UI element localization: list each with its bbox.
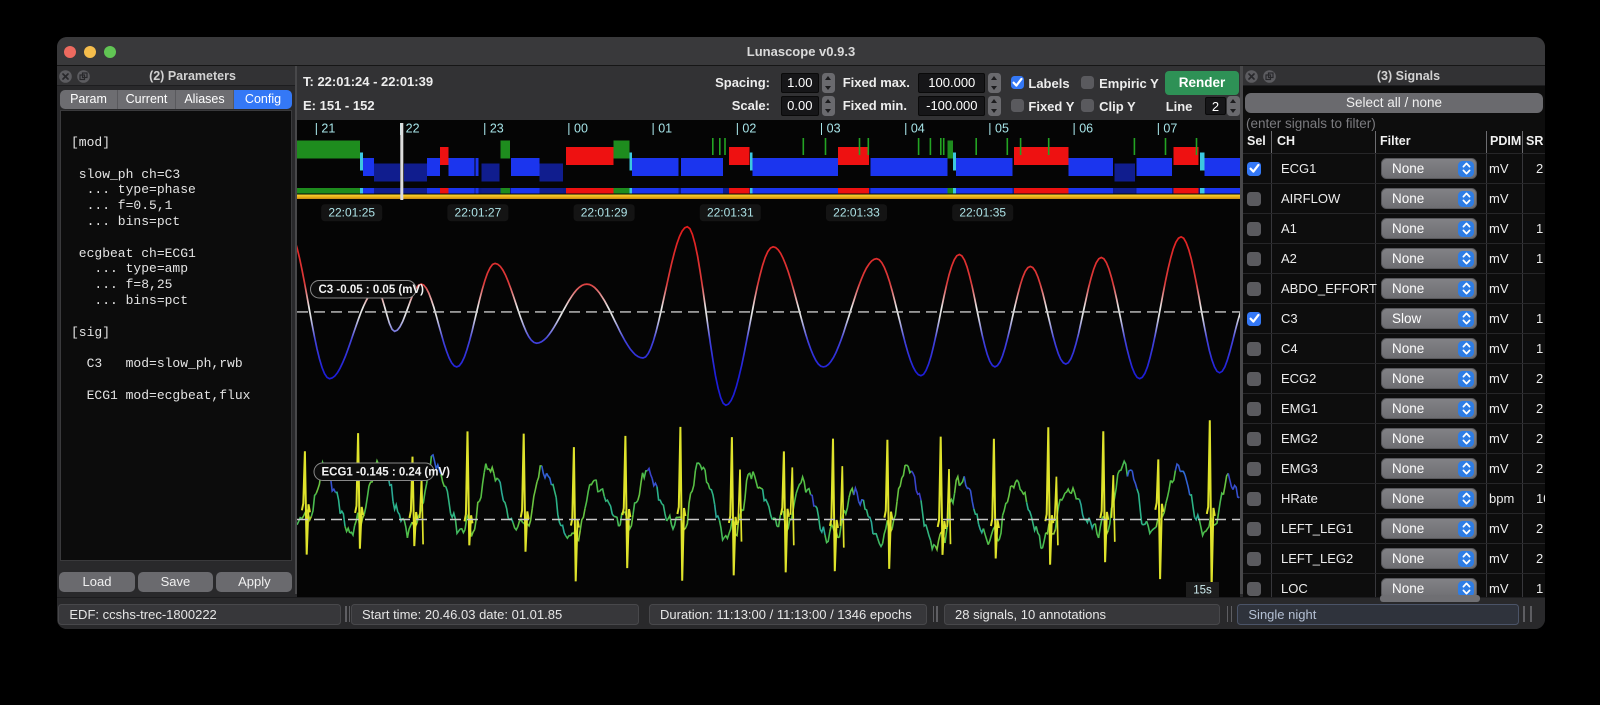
svg-text:22:01:27: 22:01:27 (455, 206, 502, 220)
svg-text:| 04: | 04 (904, 122, 925, 136)
svg-text:| 23: | 23 (483, 122, 504, 136)
svg-text:| 21: | 21 (315, 122, 336, 136)
svg-text:| 05: | 05 (988, 122, 1009, 136)
svg-text:15s: 15s (1193, 585, 1212, 597)
svg-text:22:01:29: 22:01:29 (581, 206, 628, 220)
svg-text:ECG1 -0.145 : 0.24 (mV): ECG1 -0.145 : 0.24 (mV) (322, 467, 451, 479)
svg-text:22:01:25: 22:01:25 (328, 206, 375, 220)
svg-text:| 22: | 22 (399, 122, 420, 136)
svg-text:| 03: | 03 (820, 122, 841, 136)
svg-text:22:01:35: 22:01:35 (959, 206, 1006, 220)
svg-text:| 02: | 02 (736, 122, 757, 136)
svg-text:22:01:33: 22:01:33 (833, 206, 880, 220)
svg-text:| 06: | 06 (1073, 122, 1094, 136)
svg-text:| 01: | 01 (652, 122, 673, 136)
svg-text:| 07: | 07 (1157, 122, 1178, 136)
svg-text:C3 -0.05 : 0.05 (mV): C3 -0.05 : 0.05 (mV) (319, 284, 425, 296)
svg-text:22:01:31: 22:01:31 (707, 206, 754, 220)
svg-text:| 00: | 00 (567, 122, 588, 136)
